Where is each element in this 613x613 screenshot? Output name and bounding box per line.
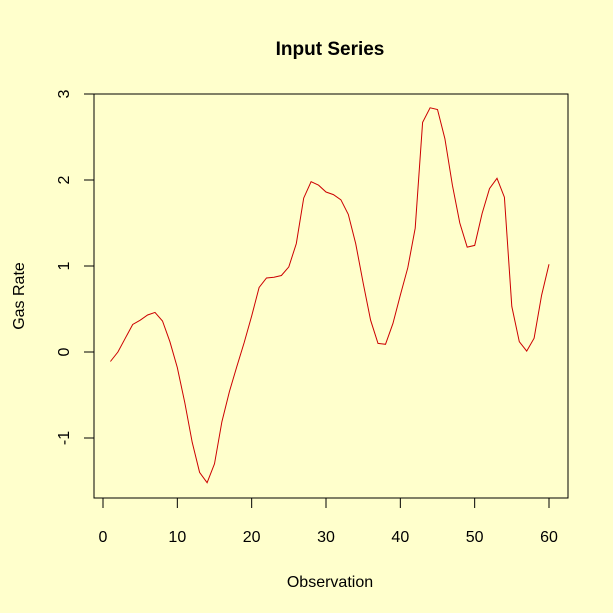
x-tick-label: 60 <box>540 529 558 546</box>
y-tick-label: 1 <box>56 261 73 270</box>
x-tick-label: 20 <box>243 529 261 546</box>
x-tick-label: 10 <box>168 529 186 546</box>
plot-frame <box>93 93 569 499</box>
x-axis: 0 10 20 30 40 50 60 <box>99 497 558 546</box>
series-line <box>110 107 550 484</box>
x-tick-label: 0 <box>99 529 108 546</box>
y-axis-label: Gas Rate <box>11 262 28 330</box>
y-tick-label: 2 <box>56 175 73 184</box>
y-tick-label: 3 <box>56 89 73 98</box>
x-tick-label: 40 <box>391 529 409 546</box>
y-axis: -1 0 1 2 3 <box>56 89 95 445</box>
x-tick-label: 50 <box>466 529 484 546</box>
y-tick-label: 0 <box>56 347 73 356</box>
y-tick-label: -1 <box>56 431 73 445</box>
series-layer <box>110 107 550 484</box>
chart-title: Input Series <box>276 39 385 60</box>
x-tick-label: 30 <box>317 529 335 546</box>
x-axis-label: Observation <box>287 574 373 591</box>
